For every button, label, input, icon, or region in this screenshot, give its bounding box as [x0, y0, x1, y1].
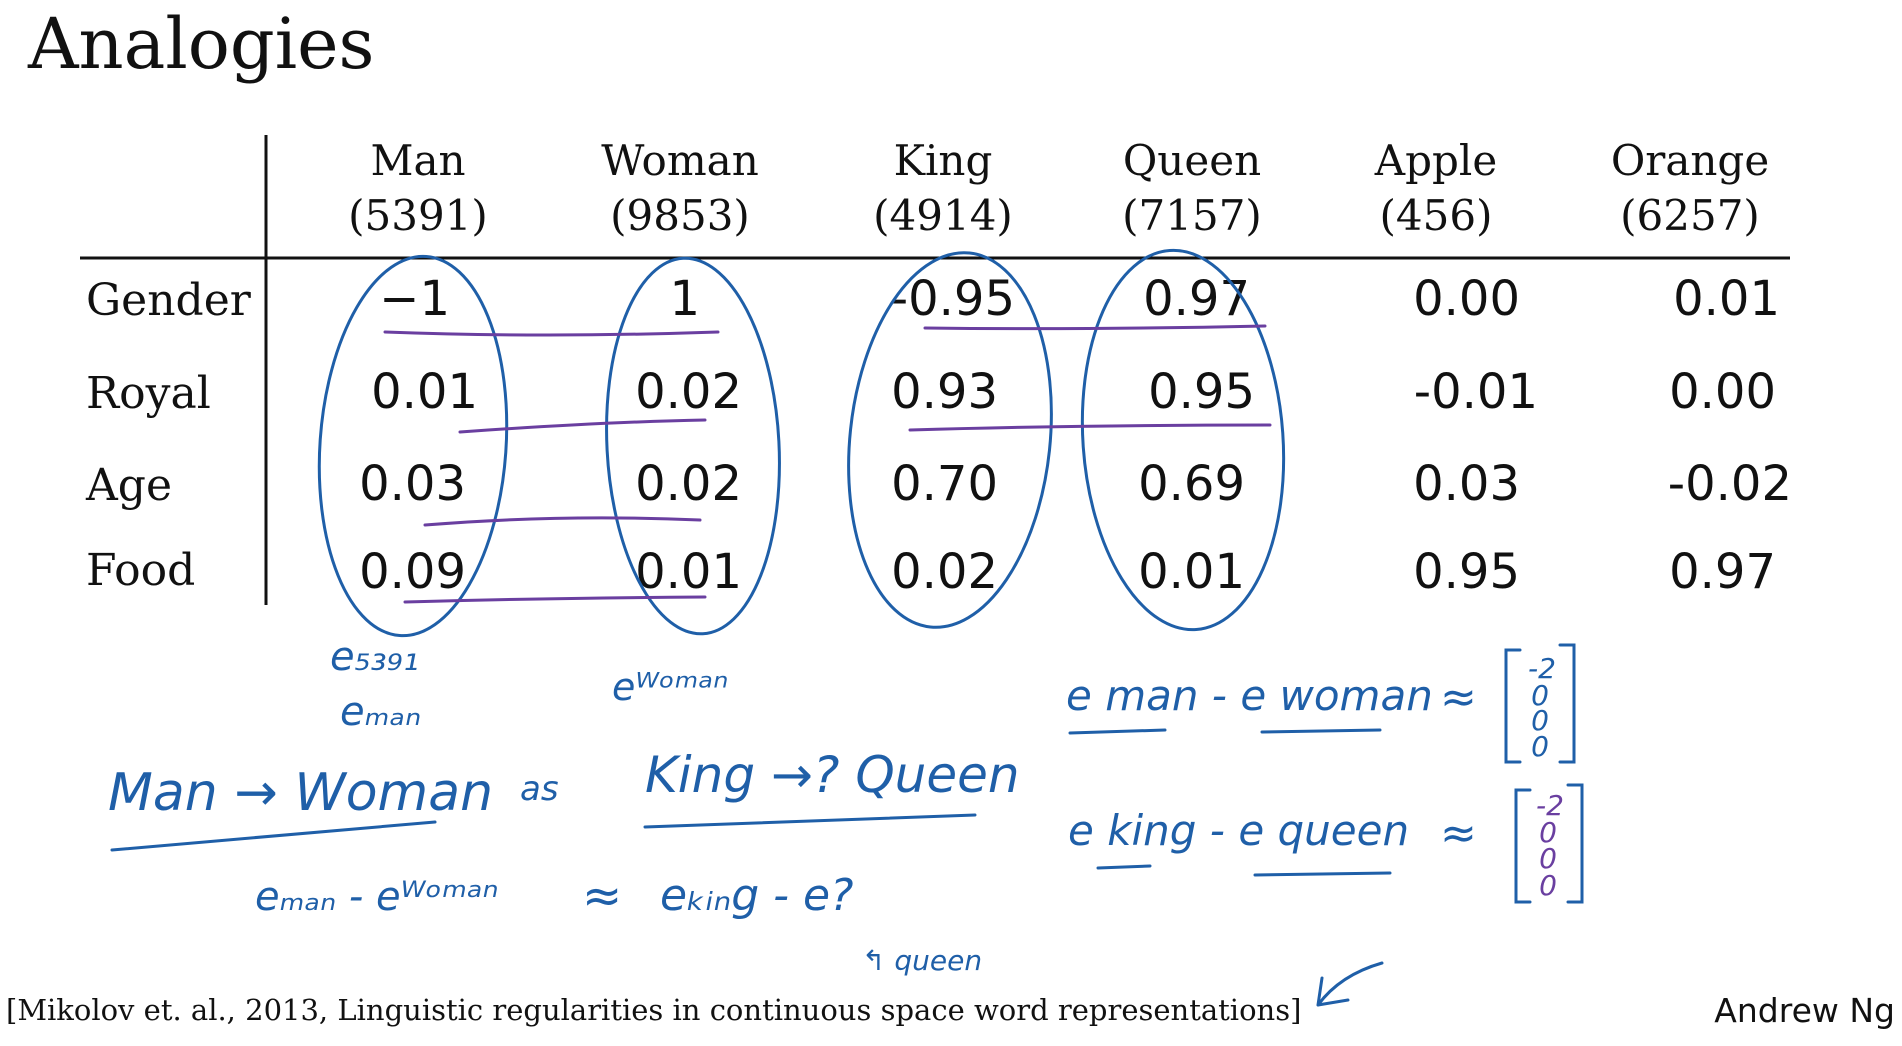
citation: [Mikolov et. al., 2013, Linguistic regul… — [6, 993, 1301, 1027]
table-cell: 0.02 — [891, 544, 998, 600]
bracket-right-2 — [1566, 783, 1584, 904]
table-cell: 0.02 — [635, 364, 742, 420]
table-cell: -0.01 — [1414, 364, 1538, 420]
column-headers: Man (5391) Woman (9853) King (4914) Quee… — [348, 136, 1769, 240]
handwritten-analogy-left: Man → Woman — [108, 763, 493, 823]
column-header-word: Man — [370, 136, 465, 185]
table-cell: 0.01 — [635, 544, 742, 600]
king-column-circle — [847, 251, 1053, 629]
handwritten-analogy-right: King →? Queen — [645, 746, 1020, 804]
purple-link-royal-king-queen — [908, 423, 1272, 432]
column-header-index: (6257) — [1620, 191, 1760, 240]
purple-link-gender-man-woman — [383, 330, 720, 337]
arrow-icon — [1316, 961, 1384, 1007]
handwritten-approx-2: ≈ — [1440, 808, 1477, 859]
table-cell: 0.93 — [891, 364, 998, 420]
handwritten-eq-left: eₘₐₙ - eᵂᵒᵐᵃⁿ — [255, 874, 499, 920]
vector2-entry: 0 — [1539, 816, 1557, 849]
column-header-word: Queen — [1123, 136, 1261, 185]
table-cell: 0.03 — [1413, 456, 1520, 512]
vector2-entry: 0 — [1539, 842, 1557, 875]
underline-eman — [1068, 728, 1167, 735]
table-cell: 0.03 — [359, 456, 466, 512]
underline-ewoman — [1260, 728, 1382, 734]
row-label: Royal — [86, 368, 211, 419]
underline-eking — [1096, 864, 1152, 870]
table-cell: 1 — [669, 271, 700, 327]
purple-link-food-man-woman — [403, 595, 707, 604]
handwritten-approx-1: ≈ — [1440, 672, 1477, 723]
row-labels: Gender Royal Age Food — [85, 275, 252, 596]
vector1-entry: 0 — [1531, 704, 1549, 737]
author: Andrew Ng — [1714, 991, 1895, 1030]
table-cell: 0.01 — [1138, 544, 1245, 600]
man-column-circle — [317, 254, 509, 638]
bracket-left-1 — [1504, 648, 1522, 764]
table-cell: 0.95 — [1148, 364, 1255, 420]
bracket-left-2 — [1514, 788, 1532, 904]
table-cell: 0.01 — [1673, 271, 1780, 327]
vector1-entry: 0 — [1531, 679, 1549, 712]
underline-man-woman — [110, 820, 437, 852]
handwritten-eman: eₘₐₙ — [340, 689, 421, 735]
purple-link-gender-king-queen — [923, 324, 1267, 331]
table-cells: −1 1 -0.95 0.97 0.00 0.01 0.01 0.02 0.93… — [359, 271, 1792, 600]
bracket-right-1 — [1558, 643, 1576, 764]
table-cell: 0.69 — [1138, 456, 1245, 512]
table-cell: 0.02 — [635, 456, 742, 512]
handwritten-queen-note: ↰ queen — [862, 944, 982, 977]
row-label: Food — [86, 545, 195, 596]
table-cell: 0.97 — [1143, 271, 1250, 327]
column-header-word: Orange — [1611, 136, 1769, 185]
woman-column-circle — [605, 256, 781, 636]
column-header-index: (456) — [1380, 191, 1493, 240]
column-header-word: King — [894, 136, 993, 185]
handwritten-ewoman: eᵂᵒᵐᵃⁿ — [612, 665, 728, 709]
table-cell: 0.70 — [891, 456, 998, 512]
vector2-entry: -2 — [1536, 789, 1564, 822]
column-header-index: (4914) — [873, 191, 1013, 240]
handwritten-eq-right: eₖᵢₙg - e? — [660, 870, 853, 921]
table-cell: 0.00 — [1413, 271, 1520, 327]
underline-king-queen — [643, 813, 977, 829]
column-header-word: Woman — [601, 136, 759, 185]
table-cell: 0.00 — [1669, 364, 1776, 420]
slide-title: Analogies — [27, 3, 374, 85]
column-header-index: (7157) — [1122, 191, 1262, 240]
table-cell: 0.95 — [1413, 544, 1520, 600]
handwritten-e5391: e₅₃₉₁ — [330, 634, 419, 680]
queen-column-circle — [1080, 248, 1286, 632]
handwritten-diff1: e man - e woman — [1066, 671, 1433, 720]
vector1-entry: -2 — [1528, 652, 1556, 685]
column-header-index: (5391) — [348, 191, 488, 240]
table-cell: 0.01 — [371, 364, 478, 420]
column-header-index: (9853) — [610, 191, 750, 240]
row-label: Gender — [86, 275, 252, 326]
vector1-entry: 0 — [1531, 730, 1549, 763]
column-header-word: Apple — [1374, 136, 1497, 185]
table-cell: 0.09 — [359, 544, 466, 600]
vector2-entry: 0 — [1539, 869, 1557, 902]
purple-link-age-man-woman — [423, 516, 702, 527]
handwritten-approx: ≈ — [582, 868, 622, 924]
table-cell: −1 — [379, 271, 450, 327]
purple-link-royal-man-woman — [458, 418, 707, 434]
handwritten-diff2: e king - e queen — [1068, 806, 1409, 855]
handwritten-analogy-as: as — [520, 769, 559, 809]
table-cell: -0.02 — [1668, 456, 1792, 512]
table-cell: 0.97 — [1669, 544, 1776, 600]
underline-equeen — [1253, 871, 1392, 877]
row-label: Age — [85, 460, 172, 511]
